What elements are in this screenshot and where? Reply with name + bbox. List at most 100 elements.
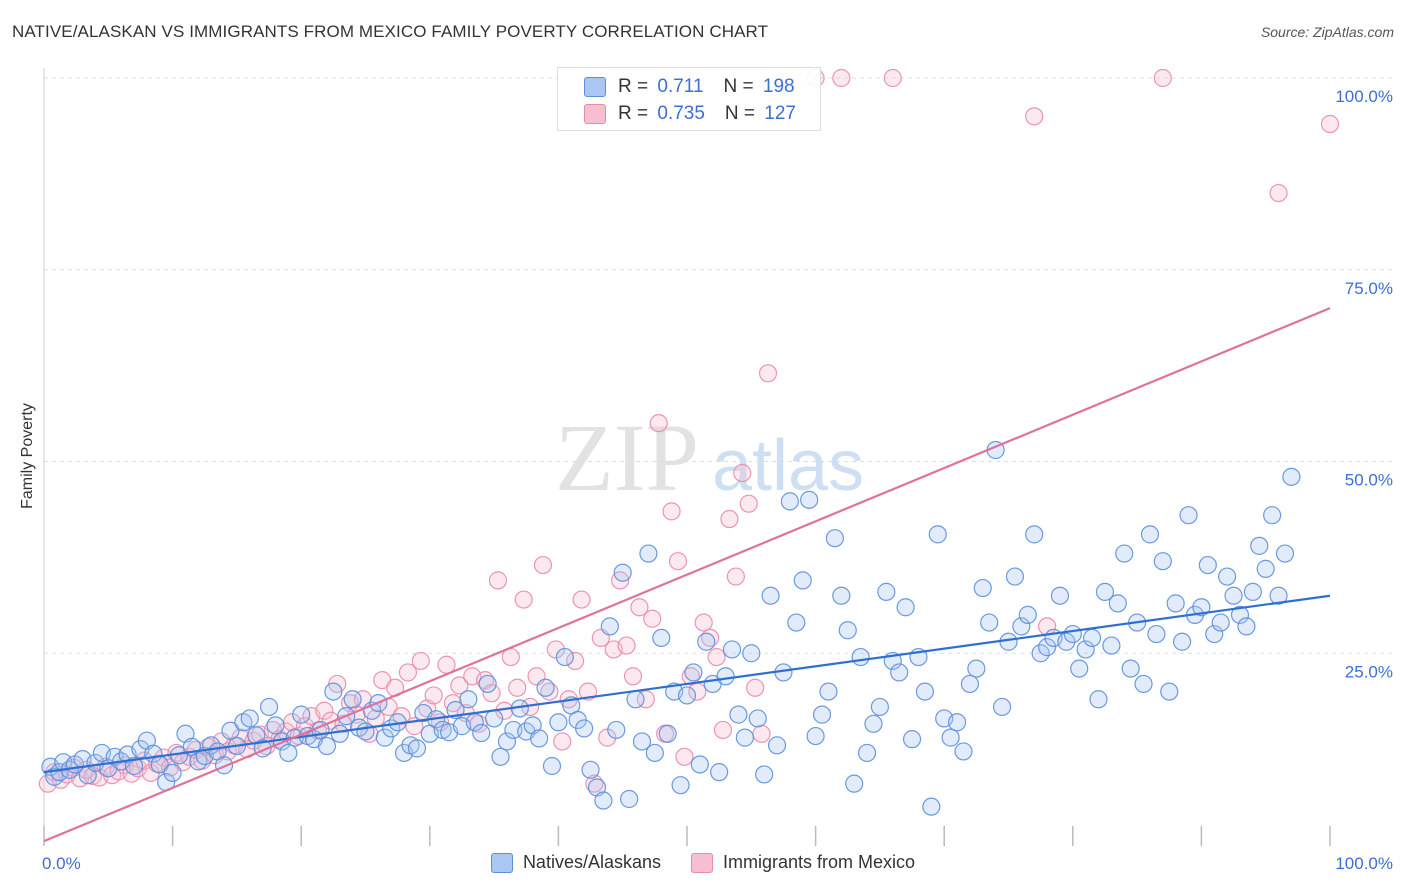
data-point-natives (1140, 525, 1160, 544)
blue-points (41, 440, 1301, 816)
x-tick-label: 100.0% (1335, 854, 1393, 873)
chart-title: NATIVE/ALASKAN VS IMMIGRANTS FROM MEXICO… (12, 22, 769, 41)
data-point-natives (780, 492, 799, 511)
data-point-mexico (1153, 68, 1172, 88)
tick-labels: 25.0% 50.0% 75.0% 100.0% 0.0% 100.0% (42, 87, 1393, 873)
data-point-natives (317, 736, 337, 756)
trend-lines (43, 307, 1331, 843)
data-point-natives (645, 743, 664, 763)
stats-legend: R = 0.711 N = 198 R = 0.735 N = 127 (557, 67, 821, 131)
data-point-natives (671, 776, 690, 795)
data-point-natives (1063, 624, 1082, 644)
data-point-mexico (713, 720, 733, 740)
data-point-mexico (533, 555, 553, 575)
data-point-natives (620, 789, 639, 809)
data-point-natives (1256, 559, 1275, 578)
data-point-natives (240, 709, 259, 728)
y-tick-label: 75.0% (1345, 279, 1393, 298)
data-point-natives (1076, 640, 1095, 659)
data-point-natives (697, 632, 716, 651)
data-point-natives (819, 682, 838, 701)
data-point-natives (549, 713, 568, 732)
watermark: ZIP atlas (555, 404, 864, 511)
data-point-mexico (424, 686, 443, 705)
data-point-mexico (662, 502, 681, 521)
data-point-mexico (668, 552, 688, 571)
data-point-mexico (566, 651, 585, 671)
data-point-natives (1153, 552, 1172, 571)
data-point-natives (890, 663, 909, 682)
data-point-natives (163, 763, 182, 783)
data-point-natives (1037, 638, 1057, 657)
legend-r-value: 0.711 (657, 76, 704, 97)
data-point-mexico (514, 590, 533, 609)
data-point-natives (1025, 525, 1044, 544)
y-tick-label: 100.0% (1335, 87, 1393, 106)
legend-swatch-blue (584, 77, 606, 97)
data-point-mexico (398, 663, 418, 682)
data-point-natives (1095, 582, 1115, 601)
data-point-natives (324, 682, 343, 701)
data-point-mexico (411, 651, 430, 671)
data-point-natives (748, 709, 767, 728)
legend-item-mexico[interactable]: Immigrants from Mexico (691, 852, 915, 873)
data-point-natives (292, 705, 311, 724)
data-point-natives (478, 674, 497, 694)
data-point-natives (1147, 624, 1166, 644)
data-point-natives (1230, 605, 1250, 625)
data-point-mexico (508, 678, 527, 697)
data-point-mexico (630, 598, 649, 617)
data-point-natives (915, 682, 935, 701)
data-point-mexico (752, 724, 771, 743)
data-point-natives (960, 674, 980, 694)
data-point-mexico (739, 494, 758, 513)
legend-swatch-blue (490, 852, 513, 873)
data-point-natives (1237, 617, 1256, 636)
data-point-mexico (694, 613, 713, 632)
legend-r-label: R = (618, 103, 654, 124)
data-point-mexico (883, 68, 902, 88)
legend-row-natives: R = 0.711 N = 198 (584, 76, 795, 98)
data-point-natives (845, 774, 864, 793)
data-point-natives (677, 686, 697, 705)
data-point-natives (1263, 506, 1282, 525)
data-point-natives (812, 705, 832, 724)
data-point-natives (124, 756, 144, 776)
legend-r-label: R = (618, 76, 654, 97)
data-point-natives (1211, 613, 1230, 632)
data-point-natives (954, 742, 973, 761)
data-point-natives (632, 732, 652, 751)
trend-line-natives (43, 594, 1331, 774)
data-point-natives (690, 755, 709, 774)
data-point-natives (594, 791, 613, 810)
data-point-natives (542, 756, 562, 776)
data-point-natives (330, 724, 349, 743)
data-point-natives (832, 586, 851, 605)
data-point-mexico (675, 747, 694, 766)
data-point-natives (755, 765, 774, 784)
data-point-natives (1050, 586, 1070, 605)
data-point-natives (1179, 506, 1198, 525)
data-point-natives (575, 719, 594, 738)
legend-n-value: 198 (762, 76, 795, 97)
data-point-natives (992, 697, 1012, 717)
data-point-natives (851, 647, 870, 667)
data-point-natives (896, 598, 915, 617)
data-point-natives (825, 529, 844, 548)
data-point-mexico (617, 636, 636, 655)
data-point-natives (1070, 659, 1089, 678)
legend-n-label: N = (724, 103, 761, 124)
data-point-natives (870, 697, 890, 717)
data-point-natives (710, 763, 729, 782)
legend-item-natives[interactable]: Natives/Alaskans (490, 852, 661, 873)
data-point-natives (1250, 536, 1269, 555)
data-point-natives (530, 729, 549, 748)
data-point-natives (857, 743, 877, 763)
data-point-natives (652, 628, 671, 648)
legend-n-label: N = (723, 76, 759, 97)
data-point-natives (497, 732, 517, 751)
data-point-mexico (746, 678, 765, 697)
data-point-natives (1115, 544, 1134, 563)
data-point-mexico (623, 667, 643, 686)
